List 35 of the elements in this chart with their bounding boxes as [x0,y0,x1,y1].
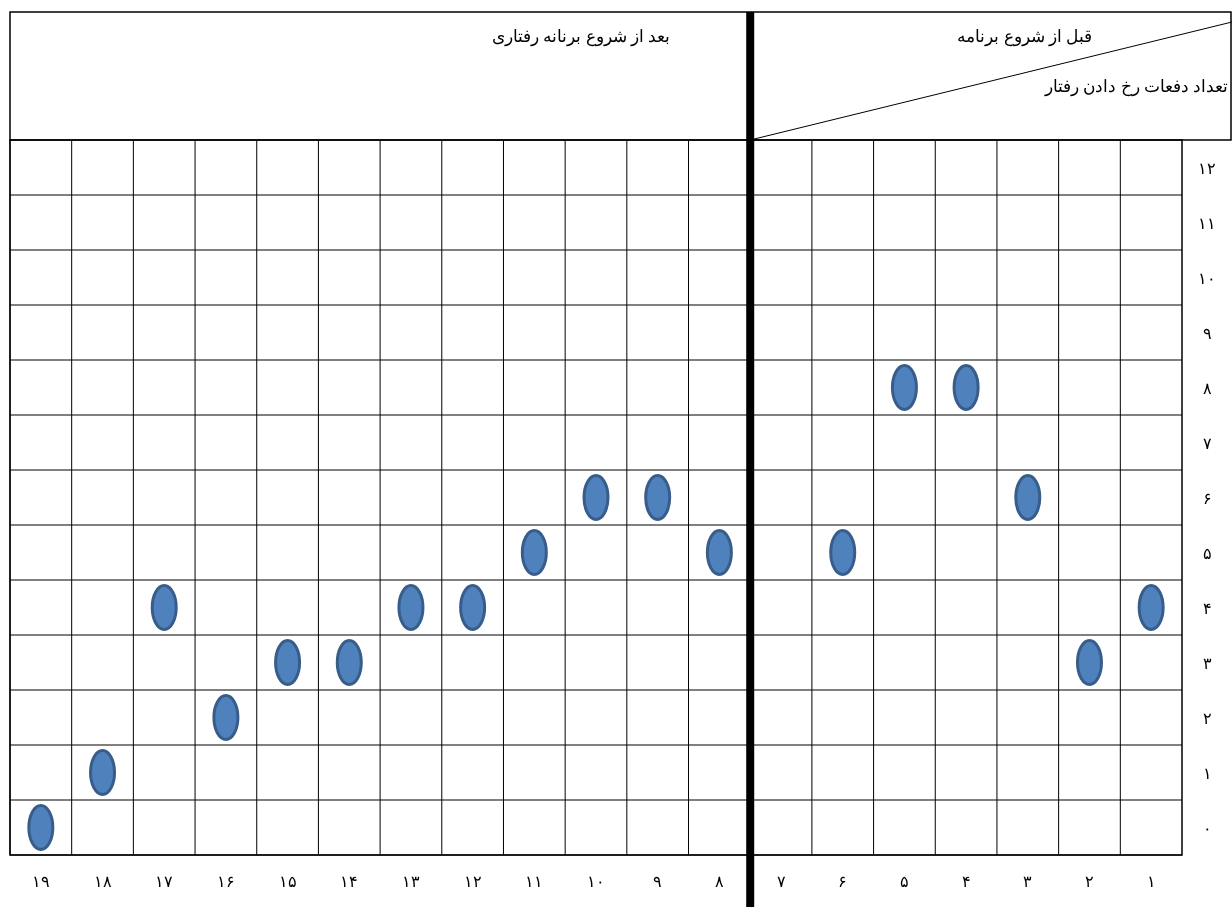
text: قبل از شروع برنامه [957,27,1092,47]
text: بعد از شروع برنانه رفتاری [492,27,671,47]
y-tick-label: ۴ [1202,599,1212,617]
x-tick-label: ۱۸ [93,873,112,890]
x-tick-label: ۵ [899,873,909,890]
y-tick-label: ۷ [1202,434,1212,452]
x-tick-label: ۸ [714,873,724,890]
x-tick-label: ۱۱ [525,873,544,890]
x-tick-label: ۱۶ [216,873,235,890]
y-tick-label: ۲ [1202,709,1212,727]
x-tick-label: ۳ [1023,873,1033,890]
y-tick-label: ۹ [1202,324,1212,342]
y-tick-label: ۱ [1202,764,1212,782]
y-axis-title: تعداد دفعات رخ دادن رفتار [1044,77,1228,97]
x-tick-label: ۴ [961,873,971,890]
x-tick-label: ۹ [653,873,663,890]
x-tick-label: ۱۹ [31,873,50,890]
x-tick-label: ۱۷ [155,873,174,890]
y-tick-label: ۳ [1202,654,1212,672]
x-tick-label: ۷ [776,873,786,890]
y-tick-label: ۶ [1202,489,1212,507]
x-tick-label: ۱۲ [463,873,482,890]
x-tick-label: ۱ [1146,873,1156,890]
x-tick-label: ۶ [838,873,848,890]
y-tick-label: ۱۰ [1198,269,1216,287]
y-tick-label: ۱۱ [1198,214,1216,232]
y-tick-label: ۰ [1202,819,1212,837]
y-tick-label: ۸ [1202,379,1212,397]
x-tick-label: ۱۴ [340,873,359,890]
x-tick-label: ۱۵ [278,873,297,890]
x-tick-label: ۲ [1084,873,1094,890]
y-tick-label: ۱۲ [1198,159,1216,177]
y-tick-label: ۵ [1202,544,1212,562]
x-tick-label: ۱۳ [401,873,420,890]
x-tick-label: ۱۰ [587,873,605,890]
